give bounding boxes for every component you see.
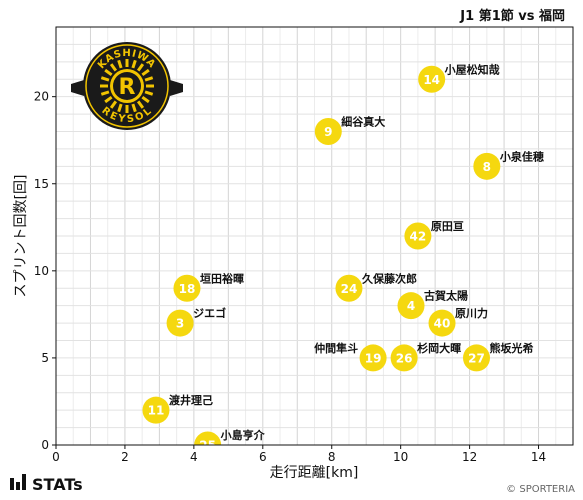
data-point: 27 熊坂光希	[462, 341, 533, 372]
data-point: 26 杉岡大暉	[390, 341, 461, 372]
match-title: J1 第1節 vs 福岡	[459, 8, 565, 24]
y-tick-label: 10	[34, 264, 49, 278]
y-tick-label: 0	[41, 438, 49, 452]
player-number: 4	[407, 299, 415, 313]
data-point: 9 細谷真大	[314, 115, 385, 145]
data-point: 19 仲間隼斗	[314, 341, 387, 372]
player-number: 3	[176, 317, 184, 331]
player-marker	[397, 292, 425, 320]
data-point: 14 小屋松知哉	[418, 62, 500, 93]
player-marker	[418, 65, 446, 93]
player-name: ジエゴ	[193, 306, 226, 320]
kashiwa-reysol-crest-icon: R KASHIWA REYSOL	[71, 42, 183, 130]
player-marker	[166, 309, 194, 337]
player-number: 26	[396, 351, 413, 365]
player-name: 小屋松知哉	[444, 62, 500, 76]
player-marker	[390, 344, 418, 372]
data-point: 8 小泉佳穂	[473, 149, 544, 180]
x-tick-label: 4	[190, 450, 198, 464]
x-tick-label: 6	[259, 450, 267, 464]
player-name: 古賀太陽	[424, 289, 468, 303]
player-name: 久保藤次郎	[362, 271, 417, 285]
copyright-text: © SPORTERIA	[506, 484, 575, 495]
player-number: 19	[365, 351, 382, 365]
player-marker	[314, 118, 342, 145]
player-name: 小島亨介	[220, 428, 266, 442]
data-point: 3 ジエゴ	[166, 306, 226, 337]
stats-logo-icon	[10, 474, 26, 490]
x-tick-label: 0	[52, 450, 60, 464]
player-marker	[462, 344, 490, 372]
player-number: 24	[341, 282, 358, 296]
player-marker	[404, 222, 432, 250]
data-point: 40 原川力	[428, 306, 488, 337]
player-name: 仲間隼斗	[314, 341, 358, 355]
player-name: 原田亘	[431, 220, 464, 233]
player-name: 小泉佳穂	[499, 149, 544, 163]
x-tick-label: 2	[121, 450, 129, 464]
player-name: 杉岡大暉	[417, 341, 461, 355]
data-point: 4 古賀太陽	[397, 289, 468, 320]
player-number: 9	[324, 125, 332, 139]
player-marker	[428, 309, 456, 337]
data-point: 42 原田亘	[404, 220, 464, 250]
stats-brand: STATs	[32, 475, 83, 494]
x-axis-label: 走行距離[km]	[270, 464, 359, 481]
x-tick-label: 12	[462, 450, 477, 464]
player-number: 42	[410, 230, 427, 244]
player-name: 細谷真大	[341, 115, 385, 129]
player-name: 原川力	[455, 306, 488, 320]
player-number: 25	[199, 439, 216, 453]
y-tick-label: 5	[41, 351, 49, 365]
y-axis-label: スプリント回数[回]	[13, 175, 29, 298]
player-marker	[194, 431, 222, 445]
player-marker	[142, 396, 170, 424]
player-name: 渡井理己	[169, 393, 213, 407]
data-point: 18 垣田裕暉	[173, 271, 244, 302]
player-name: 垣田裕暉	[200, 271, 244, 285]
player-marker	[359, 344, 387, 372]
player-number: 18	[179, 282, 196, 296]
data-point: 24 久保藤次郎	[335, 271, 417, 302]
data-point: 25 小島亨介	[194, 428, 266, 453]
player-number: 8	[483, 160, 491, 174]
player-number: 14	[423, 73, 440, 87]
plot-frame	[55, 26, 574, 446]
crest-letter: R	[119, 75, 136, 100]
player-marker	[473, 152, 501, 180]
player-marker	[335, 274, 363, 302]
y-tick-label: 20	[34, 90, 49, 104]
data-point: 11 渡井理己	[142, 393, 213, 424]
x-tick-label: 8	[328, 450, 336, 464]
x-tick-label: 10	[393, 450, 408, 464]
player-number: 27	[468, 351, 485, 365]
player-number: 11	[148, 404, 165, 418]
player-name: 熊坂光希	[489, 341, 533, 355]
x-tick-label: 14	[531, 450, 546, 464]
y-tick-label: 15	[34, 177, 49, 191]
player-number: 40	[434, 317, 451, 331]
player-marker	[173, 274, 201, 302]
data-points: 14 小屋松知哉 9 細谷真大 8 小泉佳穂 42 原田亘 18 垣田裕暉 24 久保藤次郎 4 古賀太陽…	[142, 62, 544, 453]
